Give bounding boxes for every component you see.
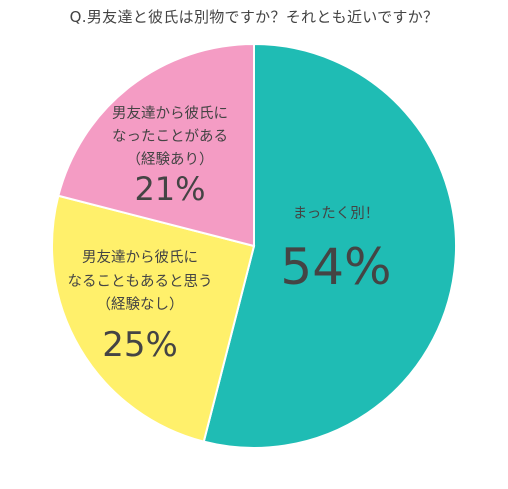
slice-label-3-line-1: 男友達から彼氏に [112,105,228,122]
slice-label-2-line-3: （経験なし） [97,296,184,313]
pie-slice-2 [51,194,256,443]
slice-label-2-line-1: 男友達から彼氏に [82,249,198,266]
slice-label-3-line-3: （経験あり） [127,151,214,168]
slice-label-1-line-1: まったく別！ [293,205,379,222]
slice-label-3-line-2: なったことがある [112,128,228,145]
slice-value-1: 54% [280,238,391,296]
pie-slice-3 [57,42,255,248]
slice-value-2: 25% [102,325,178,365]
pie-slice-1 [202,42,458,449]
slice-value-3: 21% [134,170,205,208]
chart-title: Q.男友達と彼氏は別物ですか？それとも近いですか？ [69,8,439,26]
slice-label-2-line-2: なることもあると思う [68,273,213,290]
